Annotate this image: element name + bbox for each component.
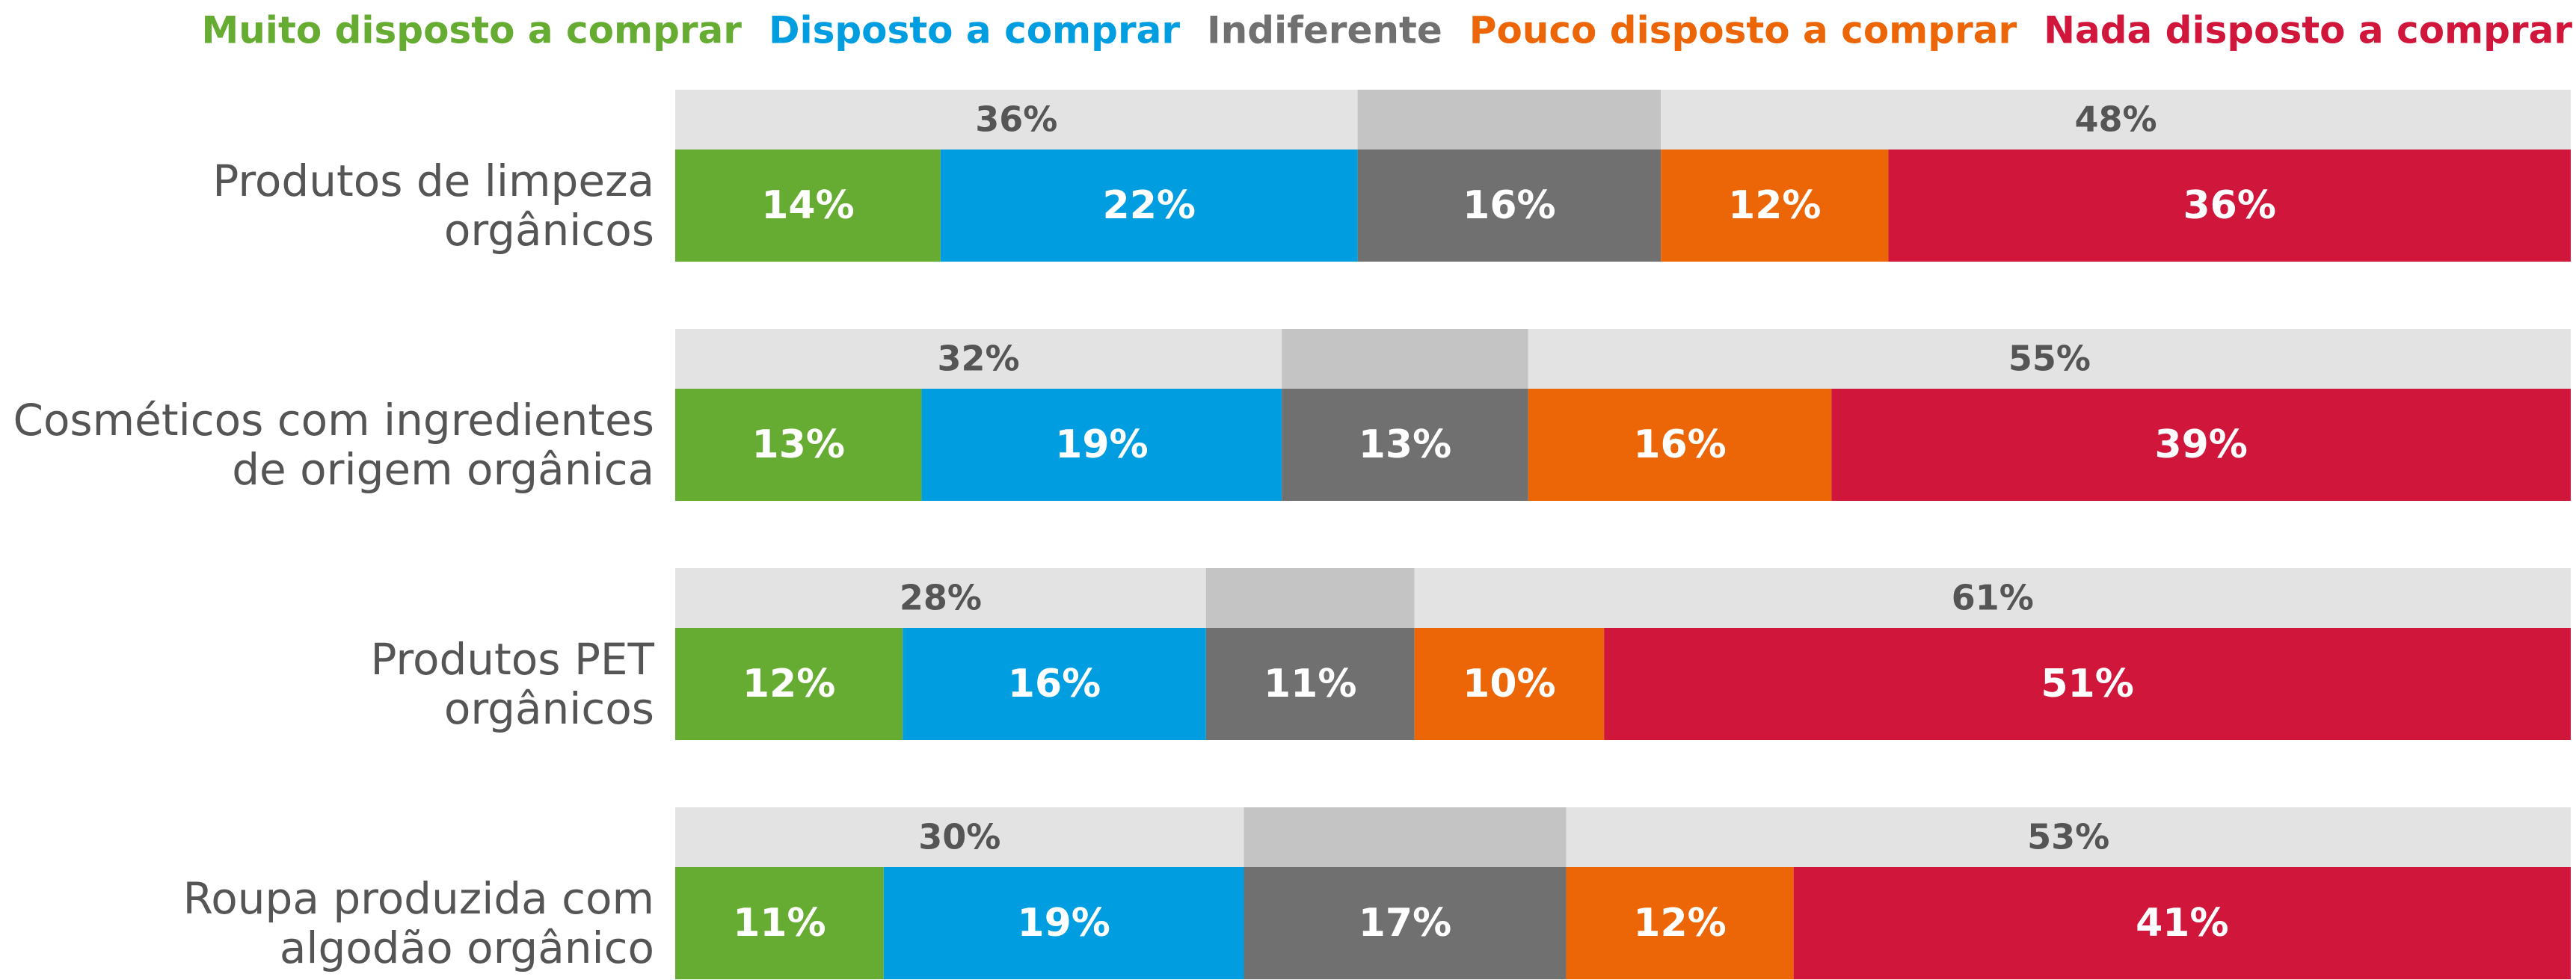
bar-segment — [1831, 389, 2571, 501]
value-label: 13% — [752, 422, 845, 467]
bar-segment — [675, 389, 922, 501]
bar-segment — [1566, 867, 1794, 979]
negative-total-label: 48% — [2075, 99, 2157, 140]
positive-total-label: 30% — [918, 817, 1000, 857]
value-label: 12% — [743, 662, 835, 706]
value-label: 22% — [1103, 183, 1196, 228]
positive-band — [675, 568, 1206, 628]
category-label: Cosméticos com ingredientes de origem or… — [13, 395, 654, 495]
value-label: 39% — [2154, 422, 2247, 467]
bar-segment — [1661, 150, 1889, 262]
negative-band — [1661, 90, 2571, 150]
bar-segment — [1604, 628, 2571, 740]
bar-segment — [1888, 150, 2571, 262]
positive-band — [675, 90, 1358, 150]
positive-total-label: 32% — [938, 339, 1020, 379]
category-label: Produtos de limpeza orgânicos — [212, 155, 654, 256]
positive-band — [675, 329, 1282, 389]
bar-segment — [1414, 628, 1605, 740]
value-label: 16% — [1008, 662, 1101, 706]
bar-segment — [883, 867, 1244, 979]
value-label: 14% — [761, 183, 854, 228]
value-label: 17% — [1359, 901, 1451, 946]
value-label: 13% — [1359, 422, 1451, 467]
value-label: 16% — [1633, 422, 1726, 467]
bar-segment — [675, 867, 884, 979]
positive-total-label: 28% — [900, 578, 982, 618]
bar-segment — [1244, 867, 1567, 979]
positive-total-label: 36% — [975, 99, 1057, 140]
neutral-band — [1244, 807, 1567, 867]
value-label: 12% — [1633, 901, 1726, 946]
bar-segment — [1282, 389, 1528, 501]
negative-band — [1414, 568, 2571, 628]
bar-segment — [921, 389, 1282, 501]
bar-segment — [903, 628, 1206, 740]
value-label: 16% — [1463, 183, 1555, 228]
neutral-band — [1357, 90, 1662, 150]
negative-band — [1566, 807, 2571, 867]
bar-segment — [1793, 867, 2571, 979]
neutral-band — [1282, 329, 1528, 389]
legend-label: Nada disposto a comprar — [2044, 9, 2572, 52]
negative-total-label: 61% — [1952, 578, 2034, 618]
bar-segment — [940, 150, 1358, 262]
value-label: 41% — [2136, 901, 2228, 946]
negative-total-label: 55% — [2008, 339, 2091, 379]
value-label: 19% — [1017, 901, 1110, 946]
negative-band — [1528, 329, 2571, 389]
legend-label: Disposto a comprar — [769, 9, 1180, 52]
value-label: 10% — [1463, 662, 1555, 706]
value-label: 36% — [2183, 183, 2275, 228]
bar-segment — [675, 628, 903, 740]
legend-label: Indiferente — [1207, 9, 1442, 52]
legend-label: Muito disposto a comprar — [201, 9, 742, 52]
bar-segment — [1357, 150, 1662, 262]
category-label: Roupa produzida com algodão orgânico — [182, 873, 654, 973]
legend-label: Pouco disposto a comprar — [1469, 9, 2017, 52]
bar-segment — [675, 150, 941, 262]
positive-band — [675, 807, 1244, 867]
bar-segment — [1205, 628, 1415, 740]
value-label: 12% — [1728, 183, 1821, 228]
value-label: 11% — [733, 901, 826, 946]
value-label: 51% — [2041, 662, 2133, 706]
value-label: 11% — [1264, 662, 1356, 706]
neutral-band — [1205, 568, 1415, 628]
category-label: Produtos PET orgânicos — [370, 634, 654, 734]
value-label: 19% — [1055, 422, 1148, 467]
bar-segment — [1528, 389, 1832, 501]
negative-total-label: 53% — [2027, 817, 2109, 857]
